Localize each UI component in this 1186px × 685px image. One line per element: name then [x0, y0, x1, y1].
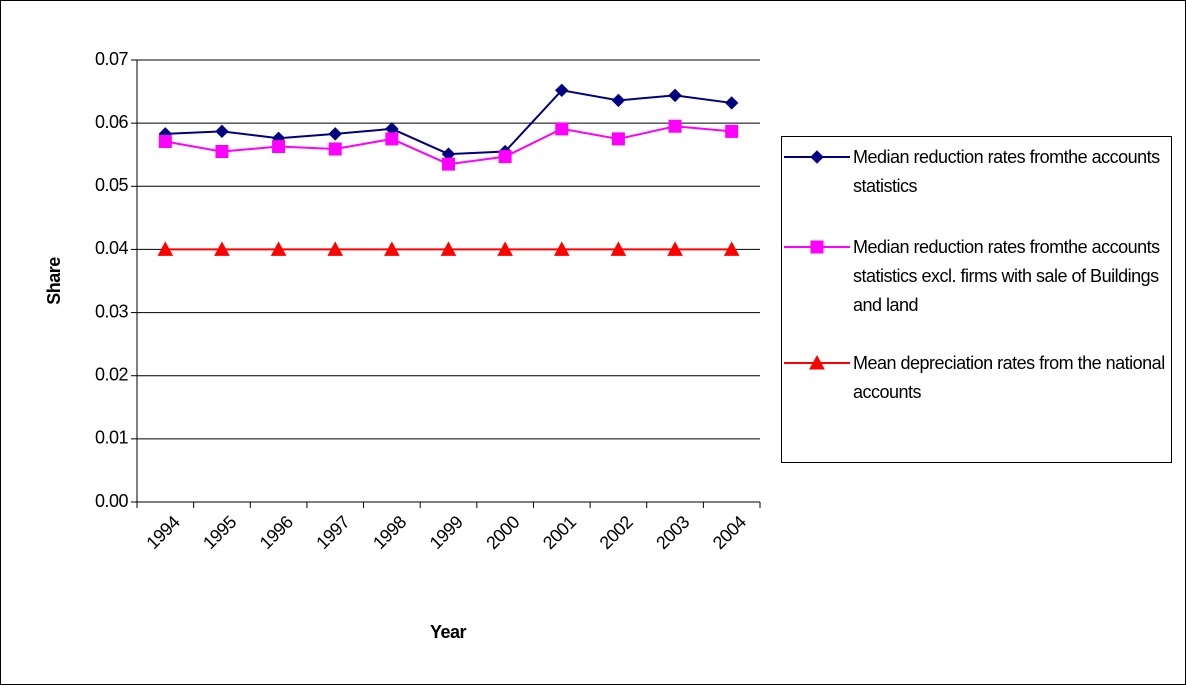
legend-marker	[810, 150, 824, 164]
data-point	[270, 241, 287, 256]
legend-box	[781, 136, 1172, 463]
data-point	[611, 93, 626, 108]
data-point	[384, 241, 400, 256]
y-tick-label: 0.06	[95, 112, 129, 132]
data-point	[610, 241, 627, 256]
data-point	[555, 83, 569, 98]
data-point	[498, 150, 512, 164]
data-point	[497, 241, 513, 256]
data-point	[158, 134, 172, 148]
data-point	[215, 124, 229, 139]
data-point	[328, 142, 342, 156]
legend-label: Median reduction rates fromthe accounts …	[853, 236, 1160, 315]
x-axis-label: Year	[430, 622, 467, 642]
data-point	[724, 96, 739, 110]
data-point	[440, 241, 457, 256]
legend-marker	[810, 240, 824, 254]
data-point	[272, 140, 286, 154]
data-point	[214, 241, 230, 256]
y-tick-label: 0.03	[95, 301, 129, 321]
data-point	[668, 88, 682, 103]
data-point	[725, 124, 739, 138]
data-point	[553, 241, 570, 256]
data-point	[215, 145, 229, 159]
data-point	[668, 119, 682, 133]
data-point	[555, 122, 569, 136]
y-tick-label: 0.02	[95, 364, 129, 384]
data-point	[327, 241, 344, 256]
y-axis-label: Share	[44, 257, 64, 305]
y-tick-label: 0.01	[95, 428, 129, 448]
y-tick-label: 0.05	[95, 175, 129, 195]
data-point	[385, 132, 399, 146]
y-tick-label: 0.04	[95, 238, 129, 258]
data-point	[328, 127, 342, 141]
y-tick-label: 0.00	[95, 491, 129, 511]
legend-label: Median reduction rates fromthe accounts …	[853, 146, 1160, 196]
legend-label: Mean depreciation rates from the nationa…	[853, 352, 1165, 402]
data-point	[667, 241, 683, 256]
y-tick-label: 0.07	[95, 49, 129, 69]
legend-marker	[809, 354, 825, 370]
data-point	[723, 241, 740, 256]
data-point	[611, 132, 625, 146]
data-point	[442, 157, 455, 171]
data-point	[157, 241, 174, 256]
